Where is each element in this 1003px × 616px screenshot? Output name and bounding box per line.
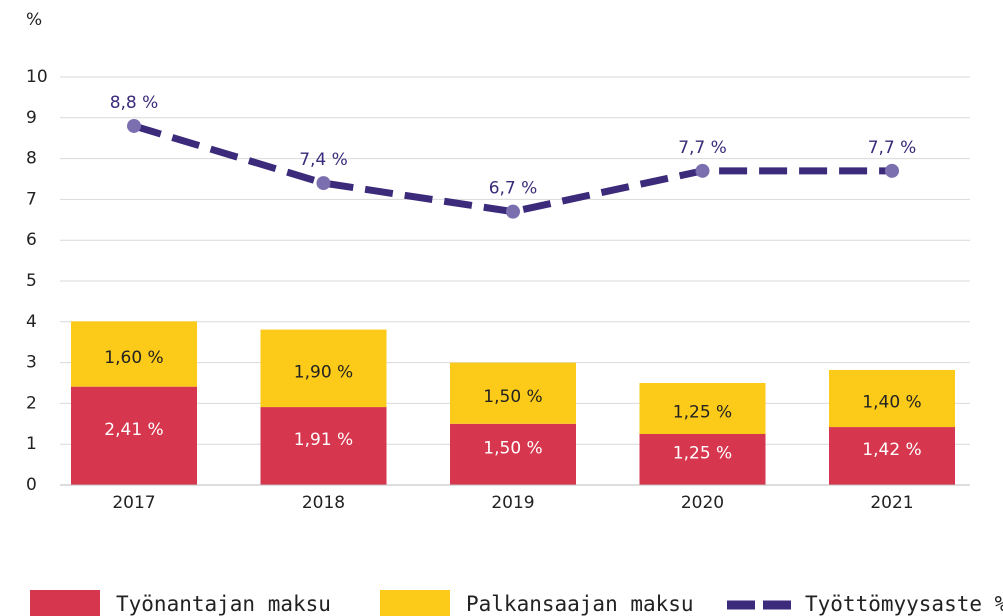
value-label: 1,42 % xyxy=(862,440,921,460)
bar-segment xyxy=(829,369,955,428)
value-label: 7,7 % xyxy=(868,138,917,158)
line-marker xyxy=(316,176,331,191)
x-tick-label: 2017 xyxy=(112,493,155,513)
y-axis-unit: % xyxy=(26,10,42,30)
value-label: 8,8 % xyxy=(110,93,159,113)
x-tick-label: 2019 xyxy=(491,493,534,513)
value-label: 7,4 % xyxy=(299,150,348,170)
bar-segment xyxy=(829,427,955,485)
line-marker xyxy=(127,118,141,133)
line-marker xyxy=(885,163,899,178)
bar-segment xyxy=(260,329,387,408)
bar-segment xyxy=(260,407,387,485)
y-tick-label: 2 xyxy=(26,393,37,413)
bar-segment xyxy=(71,386,197,485)
value-label: 1,50 % xyxy=(483,438,542,458)
value-label: 1,25 % xyxy=(673,403,732,423)
value-label: 1,90 % xyxy=(294,362,353,382)
bar-segment xyxy=(450,362,576,424)
y-tick-label: 4 xyxy=(26,312,37,332)
x-tick-label: 2020 xyxy=(681,493,724,513)
legend-label: Työnantajan maksu xyxy=(116,592,331,616)
line-marker xyxy=(695,163,710,178)
value-label: 6,7 % xyxy=(489,179,538,199)
legend-swatch xyxy=(380,590,450,616)
bar-segment xyxy=(71,321,197,387)
y-tick-label: 10 xyxy=(26,67,48,87)
y-tick-label: 3 xyxy=(26,353,37,373)
y-tick-label: 7 xyxy=(26,189,37,209)
y-tick-label: 9 xyxy=(26,108,37,128)
bar-segment xyxy=(639,434,766,485)
y-tick-label: 5 xyxy=(26,271,37,291)
value-label: 1,40 % xyxy=(862,393,921,413)
x-tick-label: 2018 xyxy=(302,493,345,513)
legend-swatch xyxy=(30,590,100,616)
line-marker xyxy=(506,204,520,219)
x-tick-label: 2021 xyxy=(870,493,913,513)
bar-segment xyxy=(450,423,576,485)
legend-label: Työttömyysaste % xyxy=(805,592,1003,616)
y-tick-label: 8 xyxy=(26,149,37,169)
line-series xyxy=(132,122,892,216)
y-tick-label: 0 xyxy=(26,475,37,495)
y-tick-label: 6 xyxy=(26,230,37,250)
value-label: 1,50 % xyxy=(483,387,542,407)
bar-segment xyxy=(639,383,766,434)
y-tick-label: 1 xyxy=(26,434,37,454)
value-label: 1,91 % xyxy=(294,430,353,450)
value-label: 1,25 % xyxy=(673,444,732,464)
value-label: 1,60 % xyxy=(104,348,163,368)
value-label: 2,41 % xyxy=(104,420,163,440)
value-label: 7,7 % xyxy=(678,138,727,158)
legend-label: Palkansaajan maksu xyxy=(466,592,694,616)
